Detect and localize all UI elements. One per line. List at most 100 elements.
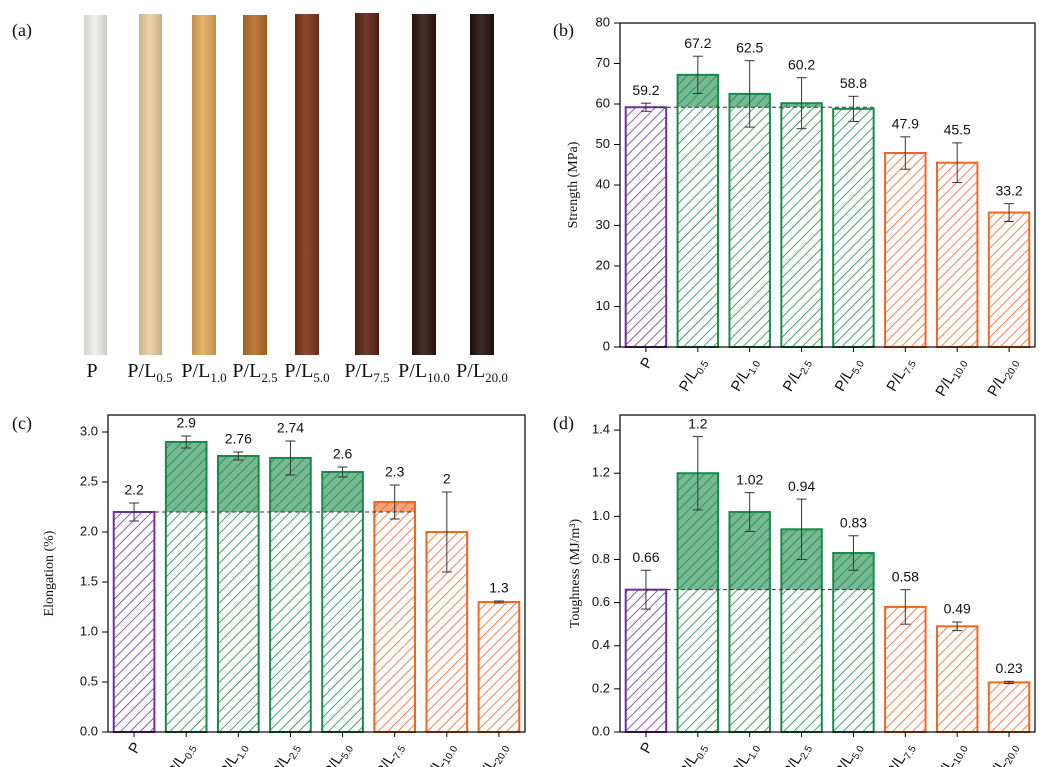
- value-label: 47.9: [892, 116, 919, 132]
- panel-label: (b): [553, 20, 574, 41]
- value-label: 59.2: [632, 82, 659, 98]
- value-label: 2: [443, 471, 451, 487]
- value-label: 0.49: [944, 601, 971, 617]
- sample-label: P/L7.5: [344, 360, 389, 386]
- bar: [729, 512, 769, 732]
- y-tick-label: 0.8: [592, 551, 610, 566]
- value-label: 58.8: [840, 75, 867, 91]
- value-label: 0.23: [995, 660, 1022, 676]
- bar: [270, 458, 311, 732]
- y-tick-label: 70: [596, 55, 610, 70]
- y-tick-label: 0.4: [592, 637, 610, 652]
- value-label: 2.3: [385, 464, 405, 480]
- y-tick-label: 10: [596, 298, 610, 313]
- strips: [84, 13, 494, 355]
- panel-label: (c): [12, 413, 32, 434]
- y-tick-label: 30: [596, 217, 610, 232]
- sample-label: P/L10.0: [398, 360, 450, 386]
- x-tick-label: P/L0.5: [676, 739, 712, 767]
- y-tick-label: 1.0: [592, 508, 610, 523]
- y-tick-label: 20: [596, 257, 610, 272]
- sample-label: P/L0.5: [127, 360, 172, 386]
- chart: (b)Strength (MPa)0102030405060708059.2P6…: [553, 14, 1035, 400]
- sample-label: P/L2.5: [232, 360, 277, 386]
- strip-shade: [192, 15, 216, 355]
- bar: [678, 75, 718, 347]
- bar: [114, 512, 155, 732]
- value-label: 60.2: [788, 56, 815, 72]
- y-tick-label: 0.0: [592, 723, 610, 738]
- x-tick-label: P/L7.5: [373, 739, 409, 767]
- value-label: 0.66: [632, 549, 659, 565]
- chart: (d) Toughness (MJ/m³) 0.0 0.2 0.4 0.6 0.8 1.0 1.…: [553, 413, 1035, 767]
- panel-label: (d): [553, 413, 574, 434]
- value-label: 1.2: [688, 415, 708, 431]
- y-axis-label: Elongation (%): [42, 530, 57, 616]
- y-tick-label: 0.0: [80, 723, 98, 738]
- value-label: 67.2: [684, 35, 711, 51]
- x-tick-label: P/L20.0: [984, 739, 1023, 767]
- value-label: 1.3: [489, 580, 509, 596]
- y-axis-label: Toughness (MJ/m³): [568, 518, 583, 628]
- bar: [833, 553, 873, 732]
- y-tick-label: 0: [603, 338, 610, 353]
- y-tick-label: 40: [596, 176, 610, 191]
- x-tick-label: P/L10.0: [932, 354, 971, 401]
- x-tick-label: P/L5.0: [831, 739, 867, 767]
- bar: [626, 107, 666, 347]
- strip-shade: [412, 14, 436, 355]
- y-axis-label: Strength (MPa): [566, 141, 581, 228]
- x-tick-label: P/L10.0: [932, 739, 971, 767]
- x-tick-label: P/L20.0: [474, 739, 513, 767]
- value-label: 62.5: [736, 39, 763, 55]
- y-tick-label: 1.0: [80, 623, 98, 638]
- value-label: 2.2: [124, 482, 144, 498]
- sample-label: P/L5.0: [284, 360, 329, 386]
- photo-panel: (a): [12, 13, 494, 355]
- bar: [218, 456, 259, 732]
- sample-label: P/L20.0: [456, 360, 508, 386]
- bar: [322, 472, 363, 732]
- strip-shade: [470, 14, 494, 355]
- value-label: 0.94: [788, 478, 815, 494]
- bar: [989, 213, 1029, 347]
- strip-shade: [243, 15, 267, 355]
- bar: [626, 590, 666, 732]
- value-label: 2.9: [176, 415, 196, 431]
- y-tick-label: 2.0: [80, 523, 98, 538]
- figure: (a) P P/L0.5 P/L1.0 P/L2.5 P/L5.0 P/L7.5 P/L10…: [0, 0, 1043, 767]
- x-tick-label: P: [637, 354, 657, 371]
- x-tick-label: P/L1.0: [728, 739, 764, 767]
- bar: [166, 442, 207, 732]
- bar: [833, 109, 873, 347]
- bar: [937, 626, 977, 732]
- value-label: 0.83: [840, 514, 867, 530]
- x-tick-label: P/L1.0: [728, 354, 764, 396]
- panel-label: (a): [12, 20, 32, 41]
- y-tick-label: 1.5: [80, 573, 98, 588]
- bar: [678, 473, 718, 732]
- strip-shade: [355, 13, 379, 355]
- value-label: 1.02: [736, 471, 763, 487]
- bar: [989, 682, 1029, 732]
- bar: [885, 153, 925, 347]
- y-tick-label: 50: [596, 136, 610, 151]
- y-tick-label: 3.0: [80, 423, 98, 438]
- value-label: 2.76: [225, 431, 252, 447]
- x-tick-label: P/L1.0: [216, 739, 252, 767]
- x-tick-label: P/L2.5: [780, 354, 816, 396]
- strip-shade: [139, 14, 162, 355]
- y-tick-label: 0.6: [592, 594, 610, 609]
- y-tick-label: 0.2: [592, 680, 610, 695]
- y-tick-label: 1.2: [592, 465, 610, 480]
- x-tick-label: P/L10.0: [422, 739, 461, 767]
- chart: (c)Elongation (%)0.00.51.01.52.02.53.02.…: [12, 413, 525, 767]
- x-tick-label: P/L5.0: [321, 739, 357, 767]
- y-tick-label: 1.4: [592, 422, 610, 437]
- y-tick-label: 60: [596, 95, 610, 110]
- x-tick-label: P/L7.5: [883, 739, 919, 767]
- value-label: 2.6: [333, 446, 353, 462]
- x-tick-label: P: [637, 739, 657, 756]
- y-tick-label: 0.5: [80, 673, 98, 688]
- bar: [937, 163, 977, 347]
